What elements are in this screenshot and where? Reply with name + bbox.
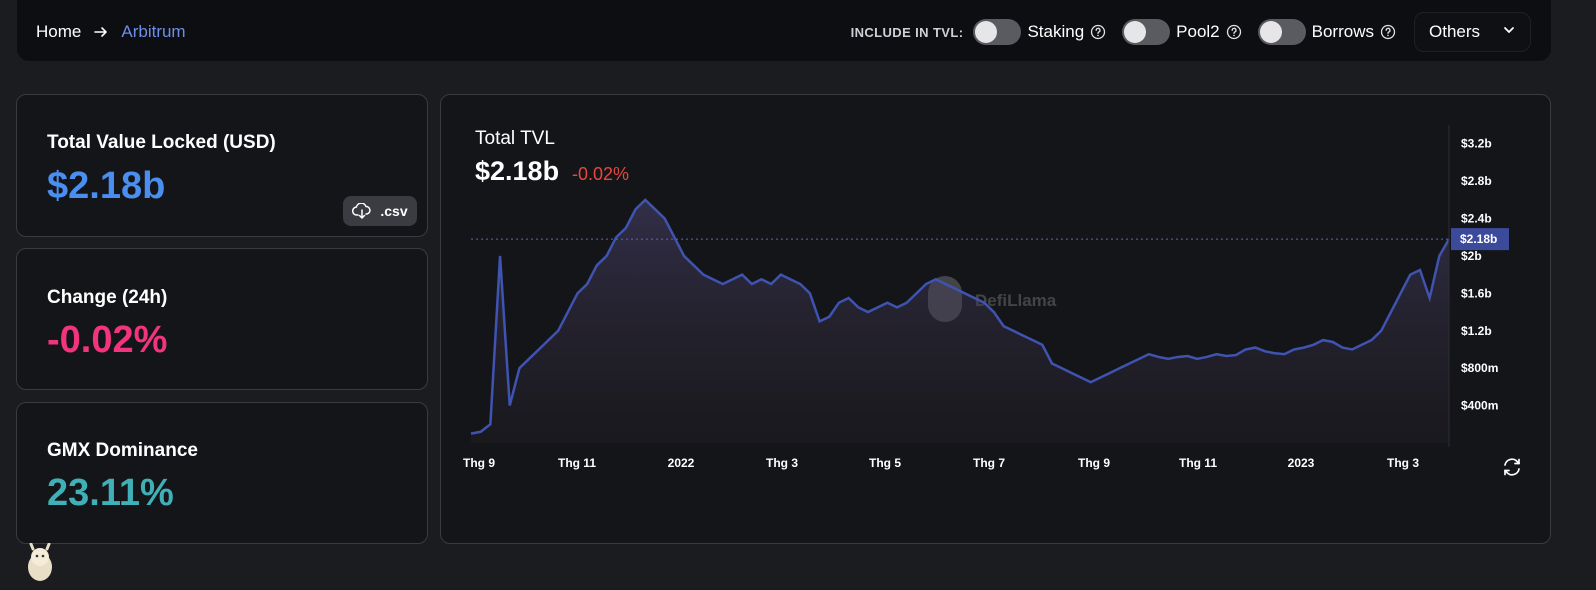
pool2-toggle-group: Pool2 — [1122, 19, 1241, 45]
breadcrumb: Home Arbitrum — [36, 22, 186, 42]
help-icon[interactable] — [1380, 24, 1396, 40]
change-value: -0.02% — [47, 319, 168, 361]
x-tick-label: Thg 11 — [1179, 456, 1217, 470]
borrows-label: Borrows — [1311, 22, 1374, 41]
x-tick-label: Thg 3 — [766, 456, 798, 470]
y-tick-label: $1.2b — [1461, 324, 1492, 338]
tvl-chart[interactable]: DefiLlama $3.2b $2.8b $2.4b $2b $1.6b $1.2b $8… — [441, 95, 1550, 543]
help-icon[interactable] — [1090, 24, 1106, 40]
breadcrumb-home[interactable]: Home — [36, 22, 82, 41]
x-tick-label: 2022 — [668, 456, 695, 470]
refresh-icon[interactable] — [1501, 456, 1523, 478]
tvl-line — [470, 198, 1451, 435]
dominance-card: GMX Dominance 23.11% — [16, 402, 428, 544]
current-value-label: $2.18b — [1460, 232, 1497, 246]
chart-title: Total TVL — [475, 128, 555, 149]
arrow-right-icon — [93, 24, 109, 40]
pool2-toggle[interactable] — [1122, 19, 1171, 45]
include-in-tvl-label: INCLUDE IN TVL: — [850, 24, 964, 40]
top-bar: Home Arbitrum INCLUDE IN TVL: Staking Po… — [17, 0, 1551, 61]
change-title: Change (24h) — [47, 287, 168, 308]
x-tick-label: Thg 3 — [1387, 456, 1419, 470]
pool2-label: Pool2 — [1176, 22, 1220, 41]
borrows-toggle-group: Borrows — [1257, 19, 1396, 45]
x-tick-label: Thg 9 — [1078, 456, 1110, 470]
dominance-title: GMX Dominance — [47, 440, 198, 461]
tvl-value: $2.18b — [47, 165, 166, 207]
tvl-title: Total Value Locked (USD) — [47, 132, 276, 153]
help-icon[interactable] — [1226, 24, 1242, 40]
chart-value: $2.18b — [475, 156, 560, 186]
cloud-download-icon — [352, 203, 372, 219]
tvl-card: Total Value Locked (USD) $2.18b .csv — [16, 94, 428, 237]
current-value-badge — [1451, 228, 1509, 251]
y-tick-label: $400m — [1461, 399, 1498, 413]
y-tick-label: $2.8b — [1461, 174, 1492, 188]
others-dropdown[interactable]: Others — [1414, 12, 1531, 52]
x-tick-label: 2023 — [1288, 456, 1315, 470]
staking-toggle-group: Staking — [973, 19, 1106, 45]
y-tick-label: $800m — [1461, 361, 1498, 375]
tvl-area — [471, 199, 1449, 443]
staking-toggle[interactable] — [973, 19, 1022, 45]
x-tick-label: Thg 7 — [973, 456, 1005, 470]
x-tick-label: Thg 5 — [869, 456, 901, 470]
others-label: Others — [1429, 22, 1481, 41]
tvl-chart-panel: Total TVL $2.18b -0.02% DefiLlama $3.2b $… — [440, 94, 1551, 544]
tvl-toggles: INCLUDE IN TVL: Staking Pool2 Borrows Ot… — [851, 12, 1531, 52]
breadcrumb-current[interactable]: Arbitrum — [121, 22, 186, 41]
y-tick-label: $2b — [1461, 249, 1482, 263]
chevron-down-icon — [1502, 22, 1516, 42]
y-tick-label: $1.6b — [1461, 286, 1492, 300]
change-card: Change (24h) -0.02% — [16, 248, 428, 390]
y-tick-label: $2.4b — [1461, 212, 1492, 226]
borrows-toggle[interactable] — [1257, 19, 1306, 45]
download-csv-button[interactable]: .csv — [343, 196, 417, 226]
dominance-value: 23.11% — [47, 472, 174, 514]
y-tick-label: $3.2b — [1461, 137, 1492, 151]
chart-change: -0.02% — [572, 164, 630, 184]
watermark-text: DefiLlama — [975, 291, 1057, 310]
llama-mascot-icon[interactable] — [24, 542, 56, 583]
x-tick-label: Thg 11 — [558, 456, 596, 470]
staking-label: Staking — [1027, 22, 1085, 41]
csv-label: .csv — [380, 203, 408, 219]
x-tick-label: Thg 9 — [463, 456, 495, 470]
